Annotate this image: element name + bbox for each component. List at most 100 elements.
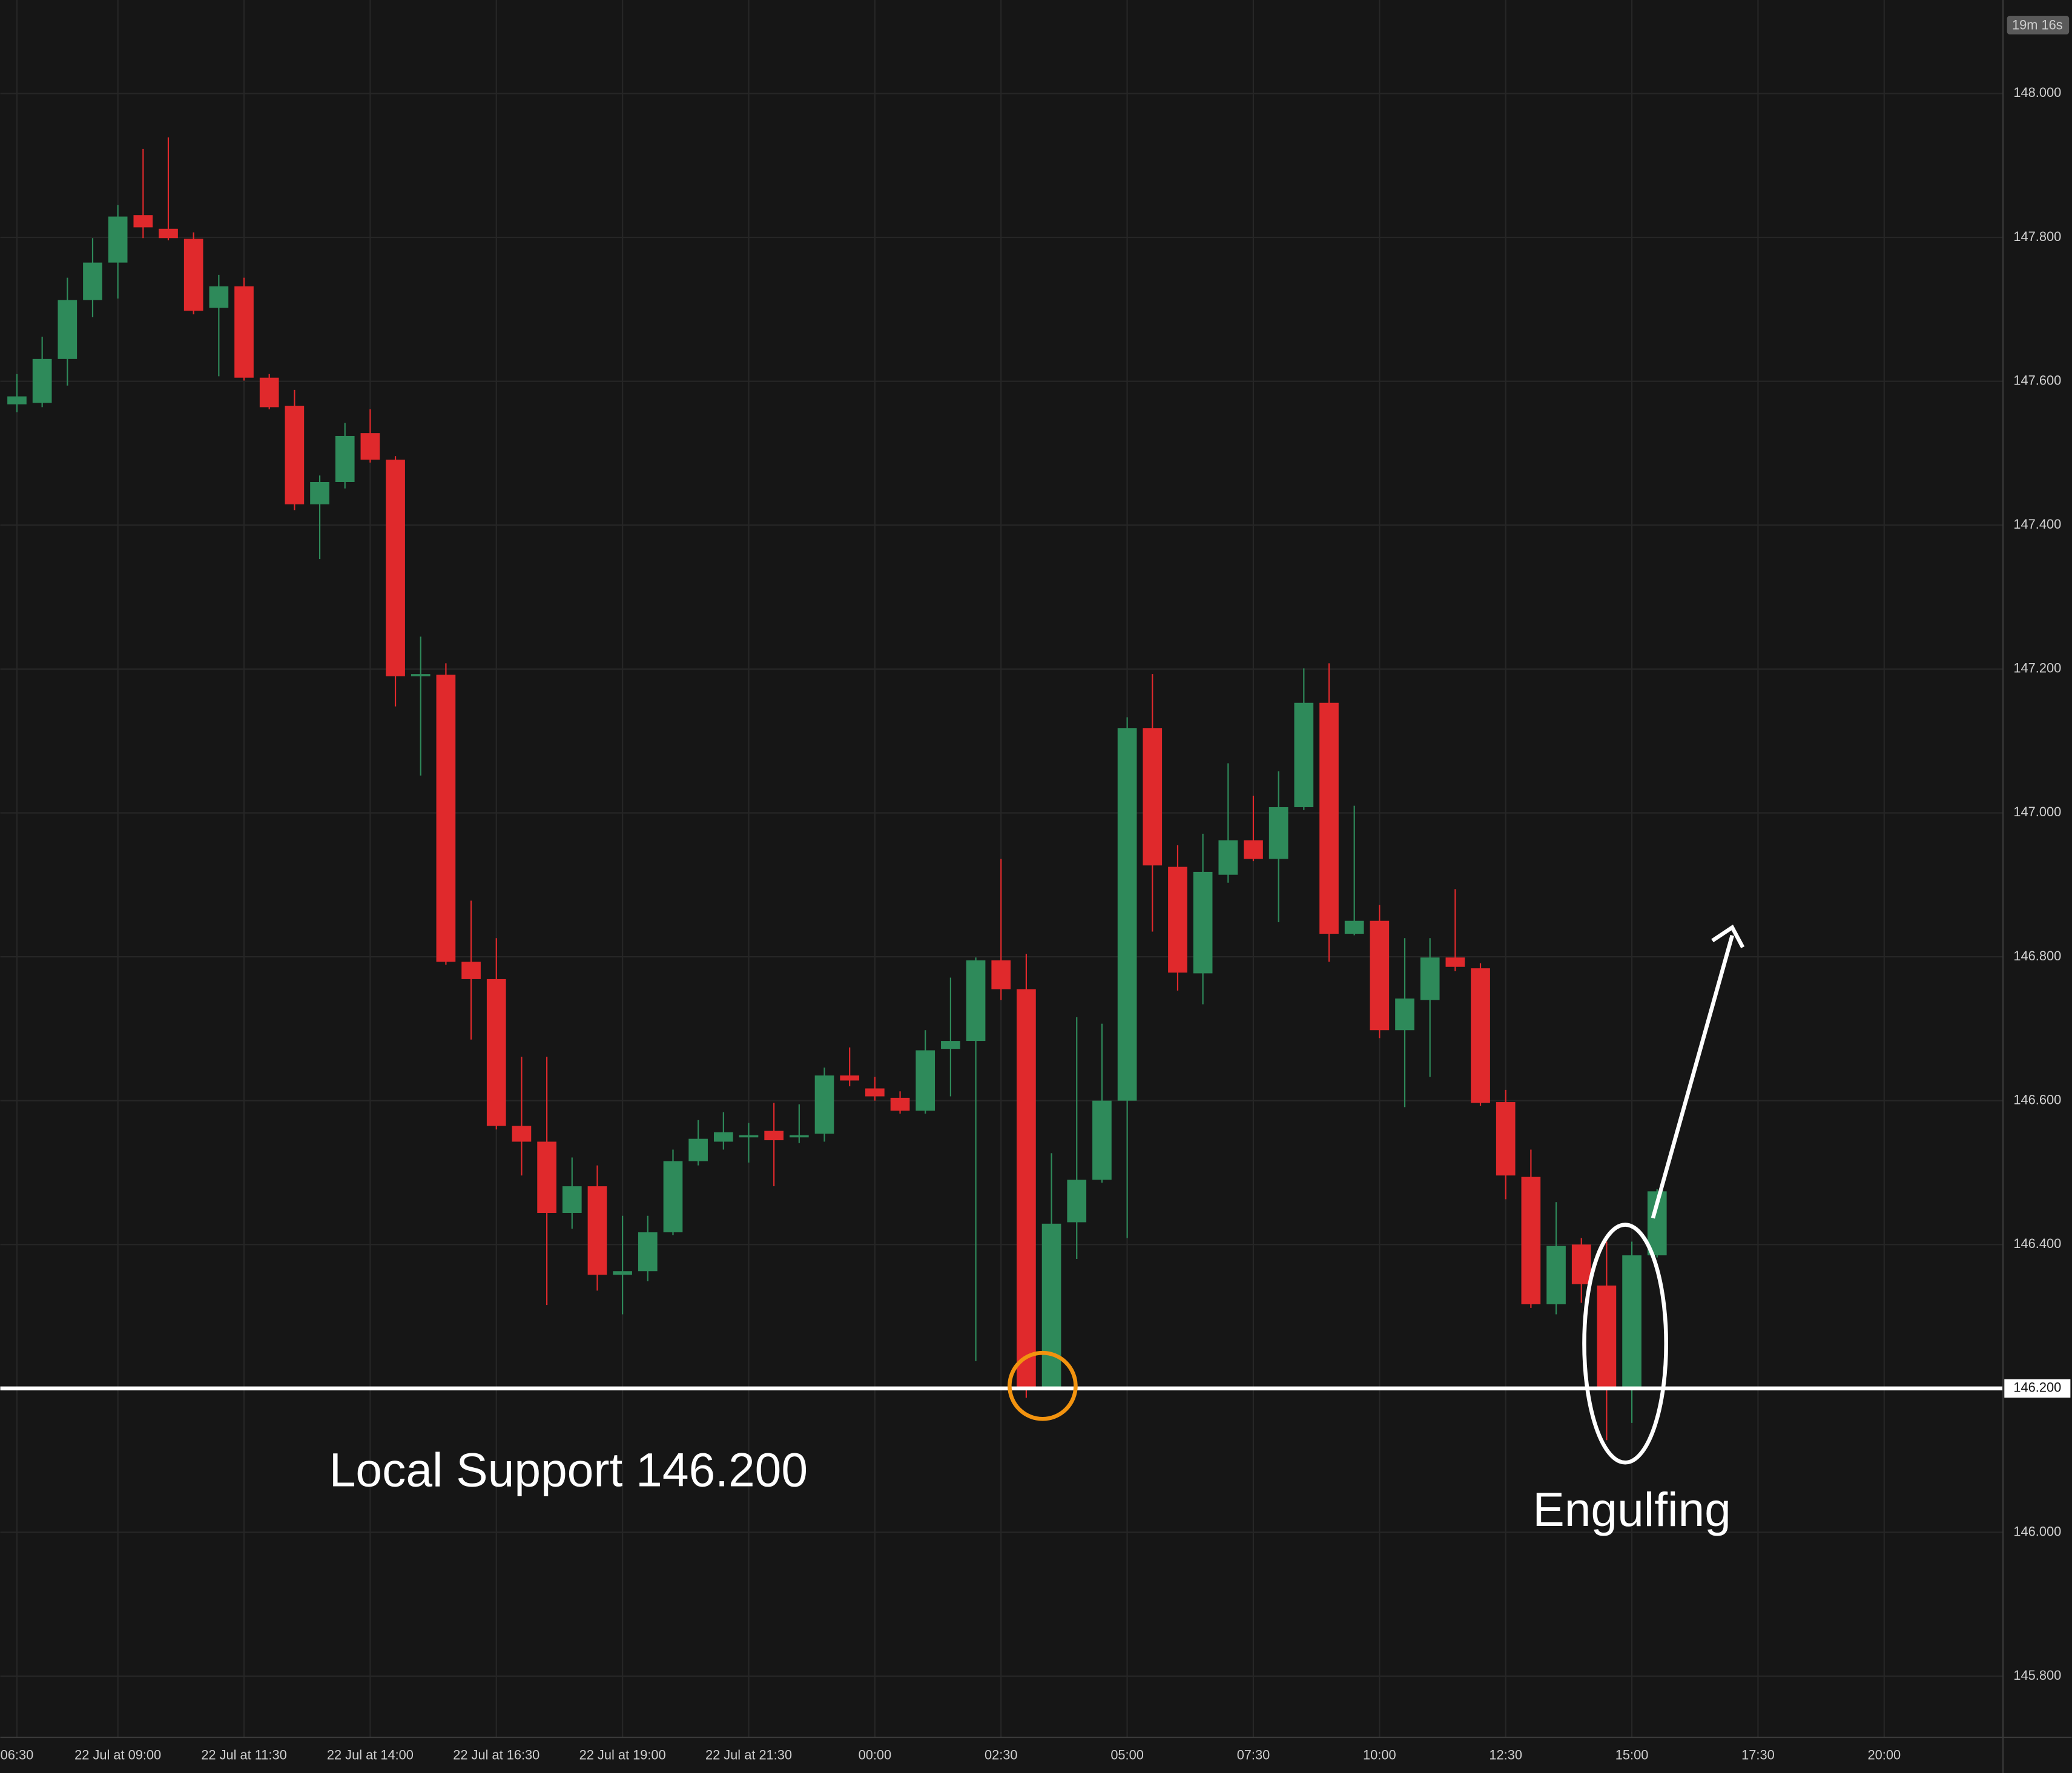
candle-body — [83, 262, 102, 300]
candle-body — [562, 1186, 582, 1213]
candle-body — [411, 674, 431, 676]
candle-body — [1496, 1102, 1516, 1176]
candle-body — [1546, 1246, 1566, 1304]
candle-body — [1370, 920, 1390, 1031]
candle-body — [613, 1271, 632, 1275]
y-tick-label: 146.000 — [2013, 1524, 2061, 1539]
price-label-box — [2004, 1379, 2071, 1398]
candle-body — [587, 1186, 607, 1275]
candle-body — [764, 1131, 784, 1141]
candle-body — [790, 1135, 809, 1138]
x-tick-label: 22 Jul at 11:30 — [201, 1747, 286, 1762]
y-tick-label: 147.200 — [2013, 661, 2061, 676]
candle-body — [1017, 989, 1036, 1387]
candle-body — [1067, 1180, 1087, 1223]
x-tick-label: 22 Jul at 09:00 — [74, 1747, 161, 1762]
candle-body — [663, 1161, 683, 1233]
x-tick-label: 15:00 — [1615, 1747, 1649, 1762]
candle-body — [638, 1232, 658, 1272]
highlight-circle — [1008, 1350, 1078, 1421]
candle-body — [1521, 1177, 1541, 1304]
candle-body — [386, 460, 405, 676]
candle-body — [259, 377, 279, 408]
x-tick-label: 07:30 — [1237, 1747, 1270, 1762]
arrow-shaft — [1651, 934, 1734, 1219]
candle-body — [310, 481, 329, 504]
candle-body — [32, 358, 52, 403]
y-tick-label: 146.800 — [2013, 948, 2061, 963]
candle-body — [1092, 1100, 1112, 1180]
candle-body — [234, 286, 254, 378]
timer: 19m 16s — [2012, 17, 2063, 32]
y-tick-label: 147.000 — [2013, 804, 2061, 819]
candle-body — [436, 675, 456, 962]
x-tick-label: 20:00 — [1868, 1747, 1901, 1762]
arrow-head — [1711, 924, 1745, 948]
y-tick-label: 147.600 — [2013, 372, 2061, 388]
y-tick-label: 148.000 — [2013, 85, 2061, 100]
candle-body — [991, 960, 1011, 989]
y-tick-label: 145.800 — [2013, 1668, 2061, 1683]
candle-body — [1622, 1255, 1641, 1387]
y-tick-label: 146.600 — [2013, 1092, 2061, 1107]
candle-body — [1471, 968, 1490, 1103]
candle-body — [285, 406, 305, 504]
candle-body — [360, 433, 380, 460]
candle-body — [1344, 920, 1364, 934]
candle-body — [1319, 702, 1339, 934]
candle-body — [461, 962, 481, 979]
x-tick-label: 12:30 — [1489, 1747, 1522, 1762]
candles — [7, 137, 1667, 1441]
x-tick-label: 10:00 — [1363, 1747, 1396, 1762]
x-tick-label: 22 Jul at 14:00 — [327, 1747, 414, 1762]
candle-body — [7, 396, 27, 404]
x-tick-label: 22 Jul at 19:00 — [579, 1747, 666, 1762]
x-tick-label: 00:00 — [859, 1747, 892, 1762]
candle-body — [1143, 728, 1163, 866]
candle-body — [108, 216, 128, 263]
candle-body — [1117, 728, 1137, 1101]
grid — [0, 0, 2004, 1738]
candle-body — [1445, 957, 1465, 967]
candle-body — [335, 435, 355, 482]
candle-body — [1244, 840, 1263, 859]
x-tick-label: 17:30 — [1741, 1747, 1775, 1762]
candle-body — [916, 1050, 935, 1111]
candle-body — [209, 286, 229, 308]
y-tick-label: 146.400 — [2013, 1236, 2061, 1251]
candle-body — [688, 1138, 708, 1161]
candle-body — [966, 960, 986, 1042]
candle-body — [1269, 807, 1288, 859]
y-tick-label: 147.400 — [2013, 517, 2061, 532]
candle-body — [486, 979, 506, 1126]
candle-body — [1168, 867, 1187, 973]
y-tick-label: 147.800 — [2013, 229, 2061, 244]
annotation: Local Support 146.200 — [329, 1444, 808, 1497]
candle-body — [537, 1141, 556, 1213]
candle-body — [1597, 1286, 1617, 1387]
candle-body — [1193, 871, 1213, 974]
x-tick-label: 22 Jul at 21:30 — [705, 1747, 792, 1762]
x-tick-label: 05:00 — [1110, 1747, 1144, 1762]
candle-body — [840, 1075, 860, 1081]
candle-body — [865, 1088, 885, 1097]
candle-body — [1041, 1223, 1061, 1387]
candle-body — [1420, 957, 1440, 1000]
annotation: Engulfing — [1533, 1483, 1731, 1536]
candle-body — [159, 228, 178, 239]
candle-body — [739, 1135, 759, 1138]
candle-body — [512, 1126, 532, 1142]
candle-body — [58, 300, 78, 359]
candle-body — [890, 1097, 910, 1111]
candle-body — [941, 1041, 960, 1049]
highlight-ellipse — [1582, 1223, 1668, 1465]
x-tick-label: 22 Jul at 16:30 — [453, 1747, 539, 1762]
candle-body — [1571, 1244, 1591, 1284]
price-label: 146.200 — [2013, 1380, 2061, 1395]
candle-body — [1395, 998, 1414, 1031]
candle-body — [1294, 702, 1314, 807]
candle-body — [1218, 840, 1238, 875]
x-tick-label: 02:30 — [985, 1747, 1018, 1762]
